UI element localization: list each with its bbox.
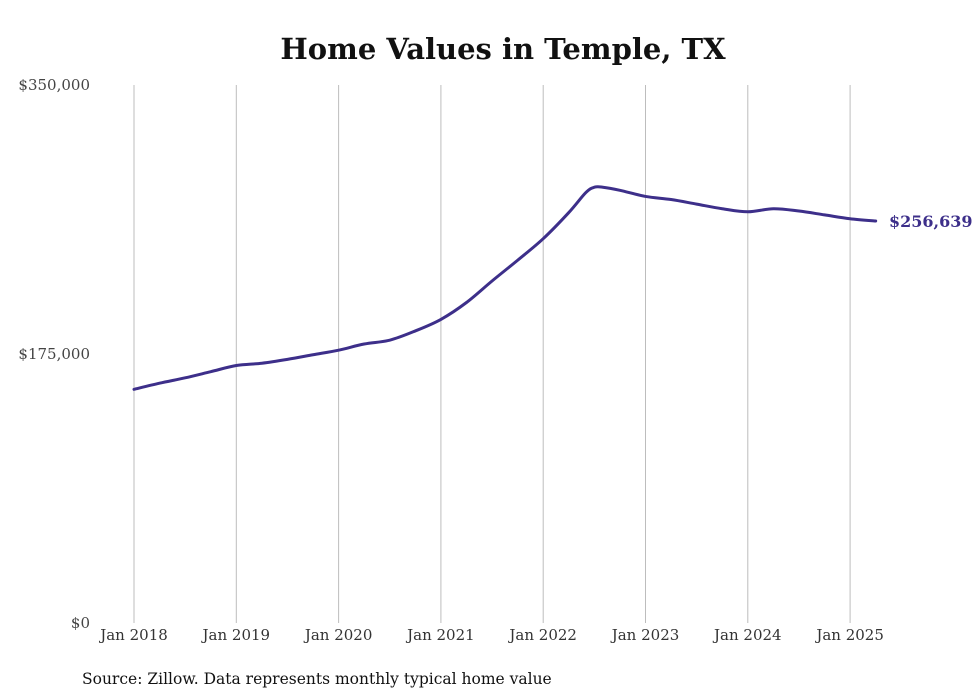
x-tick-label: Jan 2024 xyxy=(712,626,782,644)
x-tick-label: Jan 2019 xyxy=(201,626,271,644)
series-line xyxy=(132,185,878,391)
x-tick-label: Jan 2021 xyxy=(405,626,475,644)
x-tick-label: Jan 2023 xyxy=(610,626,680,644)
x-tick-label: Jan 2022 xyxy=(507,626,577,644)
end-value-label: $256,639 xyxy=(889,212,973,231)
y-tick-label: $350,000 xyxy=(18,76,90,94)
grid-lines xyxy=(133,85,851,623)
x-tick-label: Jan 2020 xyxy=(303,626,373,644)
x-tick-label: Jan 2025 xyxy=(814,626,884,644)
source-note: Source: Zillow. Data represents monthly … xyxy=(82,670,552,688)
y-axis-ticks: $0 $175,000 $350,000 xyxy=(18,76,90,632)
series-layer xyxy=(132,185,878,391)
y-tick-label: $0 xyxy=(71,614,90,632)
x-axis-ticks: Jan 2018 Jan 2019 Jan 2020 Jan 2021 Jan 2022… xyxy=(98,626,884,644)
y-tick-label: $175,000 xyxy=(18,345,90,363)
x-tick-label: Jan 2018 xyxy=(98,626,168,644)
chart-title: Home Values in Temple, TX xyxy=(280,32,726,66)
